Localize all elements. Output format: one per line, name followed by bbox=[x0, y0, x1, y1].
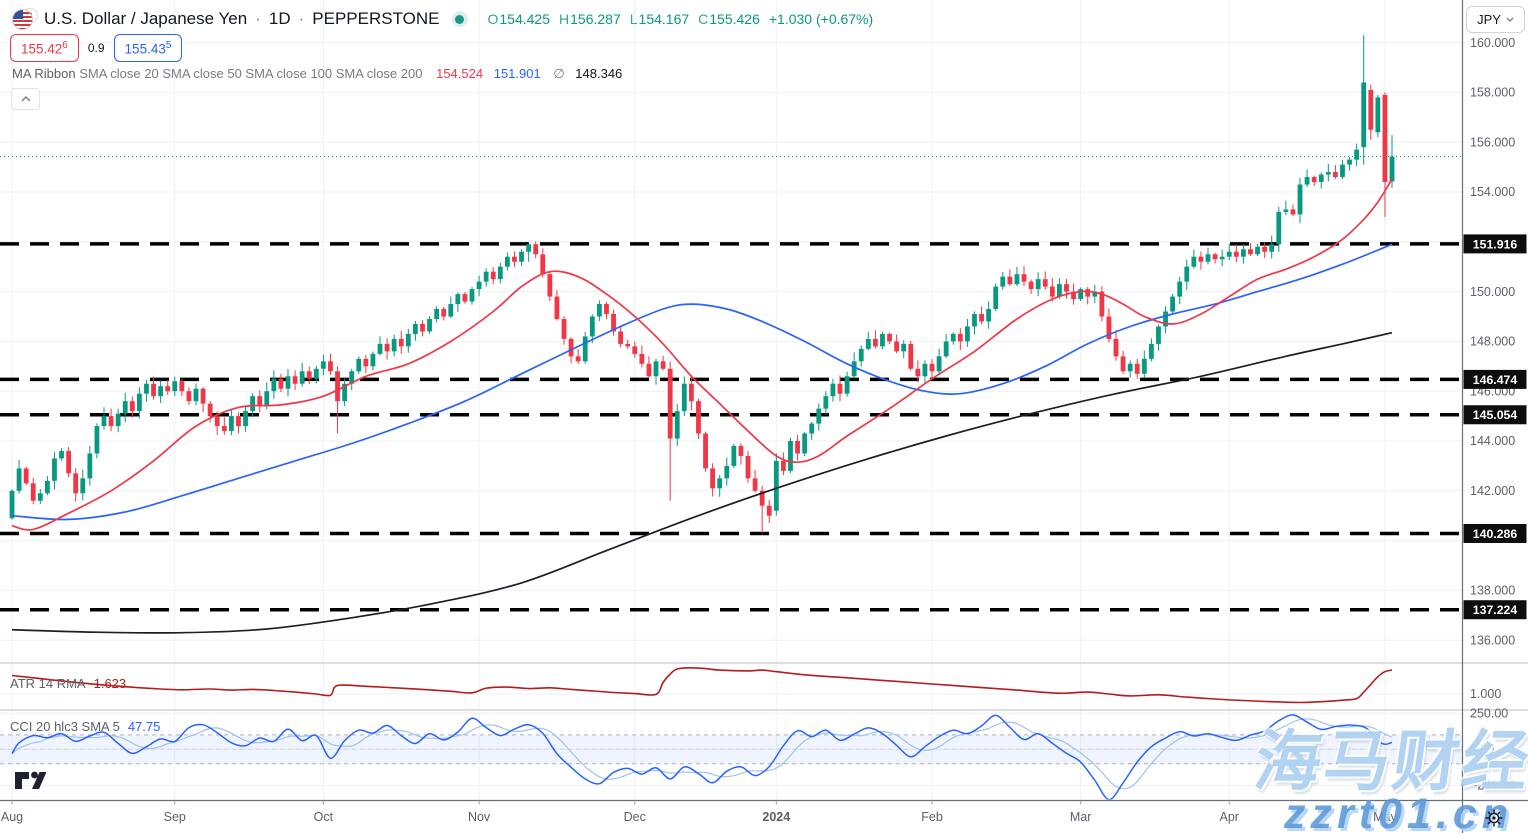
svg-text:Dec: Dec bbox=[624, 810, 646, 824]
sell-button[interactable]: 155.426 bbox=[10, 34, 79, 62]
svg-text:Sep: Sep bbox=[164, 810, 186, 824]
time-axis-labels: Aug Sep Oct Nov Dec 2024 Feb Mar Apr May bbox=[1, 800, 1397, 824]
svg-text:Nov: Nov bbox=[468, 810, 491, 824]
svg-text:154.000: 154.000 bbox=[1470, 185, 1515, 199]
svg-text:−250.00: −250.00 bbox=[1470, 779, 1516, 793]
svg-text:Aug: Aug bbox=[1, 810, 23, 824]
price-levels[interactable] bbox=[0, 242, 1463, 612]
svg-text:145.054: 145.054 bbox=[1473, 408, 1518, 422]
currency-dropdown[interactable]: JPY bbox=[1466, 6, 1525, 33]
separator-dot: · bbox=[255, 9, 261, 28]
price-axis-labels: 160.000 158.000 156.000 154.000 150.000 148.0… bbox=[1470, 36, 1516, 793]
svg-text:Feb: Feb bbox=[921, 810, 943, 824]
time-axis[interactable] bbox=[0, 801, 1463, 833]
sma-avg-value: 148.346 bbox=[575, 66, 623, 81]
price-level-badges: 151.916 146.474 145.054 140.286 137.224 bbox=[1463, 234, 1527, 620]
sma50-value: 151.901 bbox=[493, 66, 541, 81]
sma20-value: 154.524 bbox=[436, 66, 484, 81]
svg-text:148.000: 148.000 bbox=[1470, 335, 1515, 349]
candlestick-series bbox=[9, 35, 1395, 534]
settings-gear-icon[interactable] bbox=[1484, 808, 1504, 828]
spread-value: 0.9 bbox=[87, 40, 105, 55]
svg-text:138.000: 138.000 bbox=[1470, 584, 1515, 598]
cci-legend[interactable]: CCI 20 hlc3 SMA 5 47.75 bbox=[10, 719, 160, 734]
svg-text:0.00: 0.00 bbox=[1470, 743, 1494, 757]
cci-name: CCI 20 hlc3 SMA 5 bbox=[10, 719, 120, 734]
gridlines bbox=[0, 0, 1463, 801]
svg-text:137.224: 137.224 bbox=[1473, 603, 1518, 617]
cci-lines bbox=[11, 714, 1393, 800]
symbol-header: U.S. Dollar / Japanese Yen · 1D · PEPPER… bbox=[12, 8, 873, 30]
separator-dot: · bbox=[298, 9, 305, 28]
atr-line bbox=[11, 666, 1393, 704]
svg-text:May: May bbox=[1373, 810, 1397, 824]
cci-value: 47.75 bbox=[127, 719, 161, 734]
chevron-down-icon bbox=[1506, 17, 1514, 22]
ma-ribbon-lines bbox=[11, 178, 1393, 634]
svg-text:144.000: 144.000 bbox=[1470, 434, 1515, 448]
svg-text:140.286: 140.286 bbox=[1473, 527, 1518, 541]
svg-text:158.000: 158.000 bbox=[1470, 86, 1515, 100]
sma50-line bbox=[11, 243, 1393, 521]
usdjpy-flag-icon bbox=[12, 8, 38, 30]
market-open-icon bbox=[451, 11, 468, 27]
svg-text:Oct: Oct bbox=[314, 810, 334, 824]
cci-main-line bbox=[11, 714, 1393, 800]
order-widget: 155.426 0.9 155.435 bbox=[10, 34, 183, 62]
cci-sma-line bbox=[11, 718, 1393, 790]
symbol-title[interactable]: U.S. Dollar / Japanese Yen bbox=[44, 9, 248, 28]
buy-button[interactable]: 155.435 bbox=[113, 34, 183, 62]
svg-text:1.000: 1.000 bbox=[1470, 687, 1501, 701]
collapse-legend-button[interactable] bbox=[11, 88, 40, 110]
sma200-line bbox=[11, 331, 1393, 634]
average-icon: ∅ bbox=[553, 66, 565, 81]
low-value: 154.167 bbox=[638, 11, 690, 27]
svg-text:146.474: 146.474 bbox=[1473, 373, 1518, 387]
svg-text:142.000: 142.000 bbox=[1470, 484, 1515, 498]
svg-text:150.000: 150.000 bbox=[1470, 285, 1515, 299]
exchange-name: PEPPERSTONE bbox=[312, 9, 440, 28]
tradingview-logo[interactable] bbox=[14, 770, 48, 791]
high-value: 156.287 bbox=[570, 11, 621, 27]
change-value: +1.030 (+0.67%) bbox=[768, 11, 874, 27]
indicator-name: MA Ribbon bbox=[12, 66, 76, 81]
atr-legend[interactable]: ATR 14 RMA 1.623 bbox=[10, 676, 126, 691]
svg-text:Apr: Apr bbox=[1220, 810, 1239, 824]
svg-text:2024: 2024 bbox=[762, 810, 790, 824]
chevron-up-icon bbox=[21, 96, 30, 102]
atr-value: 1.623 bbox=[93, 676, 127, 691]
svg-text:250.00: 250.00 bbox=[1470, 706, 1508, 720]
open-value: 154.425 bbox=[499, 11, 550, 27]
svg-text:156.000: 156.000 bbox=[1470, 135, 1515, 149]
ma-ribbon-legend[interactable]: MA Ribbon SMA close 20 SMA close 50 SMA … bbox=[12, 66, 622, 82]
svg-text:151.916: 151.916 bbox=[1473, 237, 1518, 251]
svg-text:Mar: Mar bbox=[1070, 810, 1092, 824]
timeframe[interactable]: 1D bbox=[268, 9, 291, 28]
close-value: 155.426 bbox=[709, 11, 760, 27]
indicator-params: SMA close 20 SMA close 50 SMA close 100 … bbox=[79, 66, 423, 81]
svg-text:160.000: 160.000 bbox=[1470, 36, 1515, 50]
sma20-line bbox=[11, 178, 1393, 531]
atr-name: ATR 14 RMA bbox=[10, 676, 86, 691]
ohlc-readout: O154.425 H156.287 L154.167 C155.426 +1.0… bbox=[487, 11, 874, 27]
chart-plot-area[interactable] bbox=[0, 0, 1463, 801]
svg-text:136.000: 136.000 bbox=[1470, 633, 1515, 647]
